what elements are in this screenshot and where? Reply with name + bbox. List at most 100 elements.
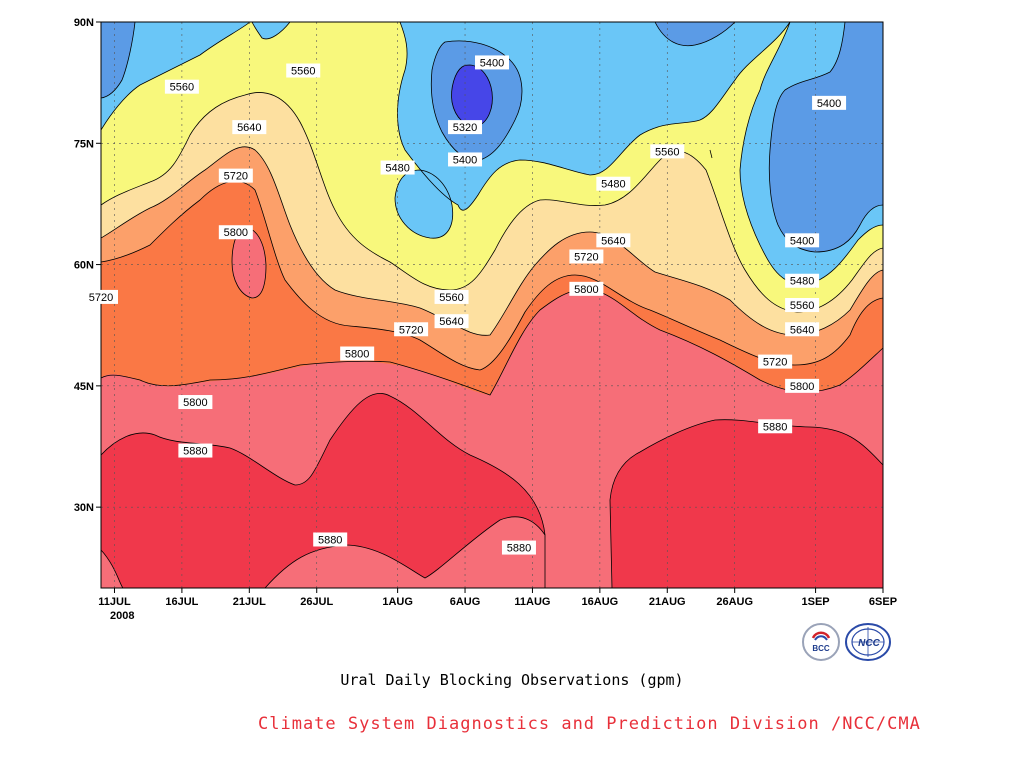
contour-label: 5400 bbox=[475, 55, 509, 70]
x-tick-label: 26JUL bbox=[300, 596, 333, 608]
contour-label: 5480 bbox=[785, 273, 820, 288]
contour-label: 5880 bbox=[178, 443, 213, 458]
x-axis: 11JUL 16JUL 21JUL 26JUL 1AUG 6AUG 11AUG 16AUG 21… bbox=[98, 588, 897, 608]
contour-label-text: 5800 bbox=[790, 381, 814, 393]
contour-label-bg bbox=[448, 120, 483, 135]
contour-label-text: 5800 bbox=[183, 397, 207, 409]
contour-label-text: 5400 bbox=[790, 235, 814, 247]
contour-label-bg bbox=[758, 354, 793, 369]
contour-label-bg bbox=[785, 298, 820, 312]
contour-label-bg bbox=[434, 314, 469, 329]
contour-label-bg bbox=[286, 63, 321, 78]
contour-label: 5800 bbox=[218, 225, 253, 240]
contour-label-text: 5480 bbox=[790, 276, 814, 288]
plot-frame bbox=[100, 21, 884, 589]
contour-label-bg bbox=[569, 249, 604, 264]
contour-label-text: 5480 bbox=[385, 163, 409, 175]
contour-label-bg bbox=[650, 144, 685, 159]
contour-label: 5640 bbox=[232, 120, 267, 135]
contour-label: 5720 bbox=[394, 322, 429, 337]
ncc-logo: NCC bbox=[844, 622, 891, 662]
x-tick-label: 21AUG bbox=[649, 596, 686, 608]
fill-5880-lower bbox=[101, 550, 123, 588]
contour-label: 5640 bbox=[596, 233, 631, 248]
x-tick-label: 1SEP bbox=[802, 596, 830, 608]
contour-label: 5560 bbox=[434, 289, 469, 304]
x-tick-label: 11JUL bbox=[98, 596, 131, 608]
contour-label-text: 5400 bbox=[453, 154, 477, 166]
contour-label-bg bbox=[569, 281, 604, 296]
contour-label-bg bbox=[596, 233, 631, 248]
contour-label-bg bbox=[232, 120, 267, 135]
contour-label: 5720 bbox=[758, 354, 793, 369]
x-tick-label: 16JUL bbox=[165, 596, 198, 608]
svg-text:BCC: BCC bbox=[812, 644, 830, 653]
contour-label: 5560 bbox=[164, 79, 199, 94]
contour-label-text: 5640 bbox=[237, 122, 261, 134]
contour-label-bg bbox=[785, 378, 820, 393]
y-tick-label: 45N bbox=[74, 381, 94, 393]
contour-label-bg bbox=[164, 79, 199, 94]
chart-title: Ural Daily Blocking Observations (gpm) bbox=[340, 671, 684, 689]
contour-label: 5640 bbox=[785, 322, 820, 337]
contour-label-text: 5480 bbox=[601, 179, 625, 191]
x-tick-label: 21JUL bbox=[233, 596, 266, 608]
contour-label: 5560 bbox=[286, 63, 321, 78]
contour-label: 5640 bbox=[434, 314, 469, 329]
contour-label: 5320 bbox=[448, 120, 483, 135]
x-tick-label: 1AUG bbox=[382, 596, 413, 608]
x-year-label: 2008 bbox=[110, 610, 134, 622]
contour-label: 5720 bbox=[569, 249, 604, 264]
contour-label-bg bbox=[785, 273, 820, 288]
contour-label: 5720 bbox=[218, 168, 253, 183]
contour-label-bg bbox=[178, 443, 213, 458]
contour-label: 5880 bbox=[501, 540, 536, 555]
contour-label-text: 5320 bbox=[453, 122, 477, 134]
contour-label-text: 5800 bbox=[574, 284, 598, 296]
contour-label: 5400 bbox=[448, 152, 483, 167]
y-tick-label: 60N bbox=[74, 260, 94, 272]
contour-label-text: 5560 bbox=[291, 66, 315, 78]
x-tick-label: 11AUG bbox=[514, 596, 550, 608]
fill-5320 bbox=[451, 65, 493, 127]
contour-label-bg bbox=[785, 322, 820, 337]
y-tick-label: 90N bbox=[74, 17, 94, 29]
contour-label-bg bbox=[475, 55, 509, 70]
contour-label-text: 5720 bbox=[224, 171, 248, 183]
contour-label-text: 5640 bbox=[790, 324, 814, 336]
contour-label: 5560 bbox=[785, 298, 820, 312]
contour-label-text: 5800 bbox=[224, 227, 248, 239]
contour-label-text: 5800 bbox=[345, 349, 369, 361]
contour-label-text: 5560 bbox=[655, 146, 679, 158]
contour-label-bg bbox=[812, 95, 847, 110]
contour-label-text: 5720 bbox=[89, 292, 113, 304]
y-axis: 90N 75N 60N 45N 30N bbox=[74, 17, 101, 514]
x-tick-label: 6SEP bbox=[869, 596, 897, 608]
y-tick-label: 30N bbox=[74, 502, 94, 514]
contour-label-bg bbox=[340, 346, 375, 361]
fill-5880-mid bbox=[265, 516, 545, 588]
contour-label-bg bbox=[380, 160, 415, 175]
contour-label-text: 5880 bbox=[183, 446, 207, 458]
contour-label: 5800 bbox=[569, 281, 604, 296]
contour-label: 5800 bbox=[178, 395, 213, 410]
contour-label: 5880 bbox=[313, 532, 348, 547]
contour-label: 5880 bbox=[758, 419, 793, 434]
bcc-logo: BCC bbox=[801, 622, 841, 662]
contour-label-bg bbox=[501, 540, 536, 555]
contour-label-bg bbox=[218, 168, 253, 183]
contour-label-text: 5400 bbox=[817, 98, 841, 110]
contour-label-text: 5560 bbox=[170, 82, 194, 94]
contour-label-bg bbox=[394, 322, 429, 337]
contour-label-text: 5560 bbox=[790, 300, 814, 312]
contour-label-bg bbox=[448, 152, 483, 167]
contour-labels: 5560556056405720580057205400532054005480… bbox=[84, 55, 847, 555]
contour-label: 5720 bbox=[84, 289, 118, 304]
fill-5400 bbox=[101, 22, 883, 252]
contour-label: 5480 bbox=[596, 176, 631, 191]
contour-label: 5800 bbox=[340, 346, 375, 361]
contour-label-bg bbox=[596, 176, 631, 191]
x-tick-label: 16AUG bbox=[582, 596, 619, 608]
contour-label-text: 5640 bbox=[439, 316, 463, 328]
contour-label: 5400 bbox=[785, 233, 820, 248]
